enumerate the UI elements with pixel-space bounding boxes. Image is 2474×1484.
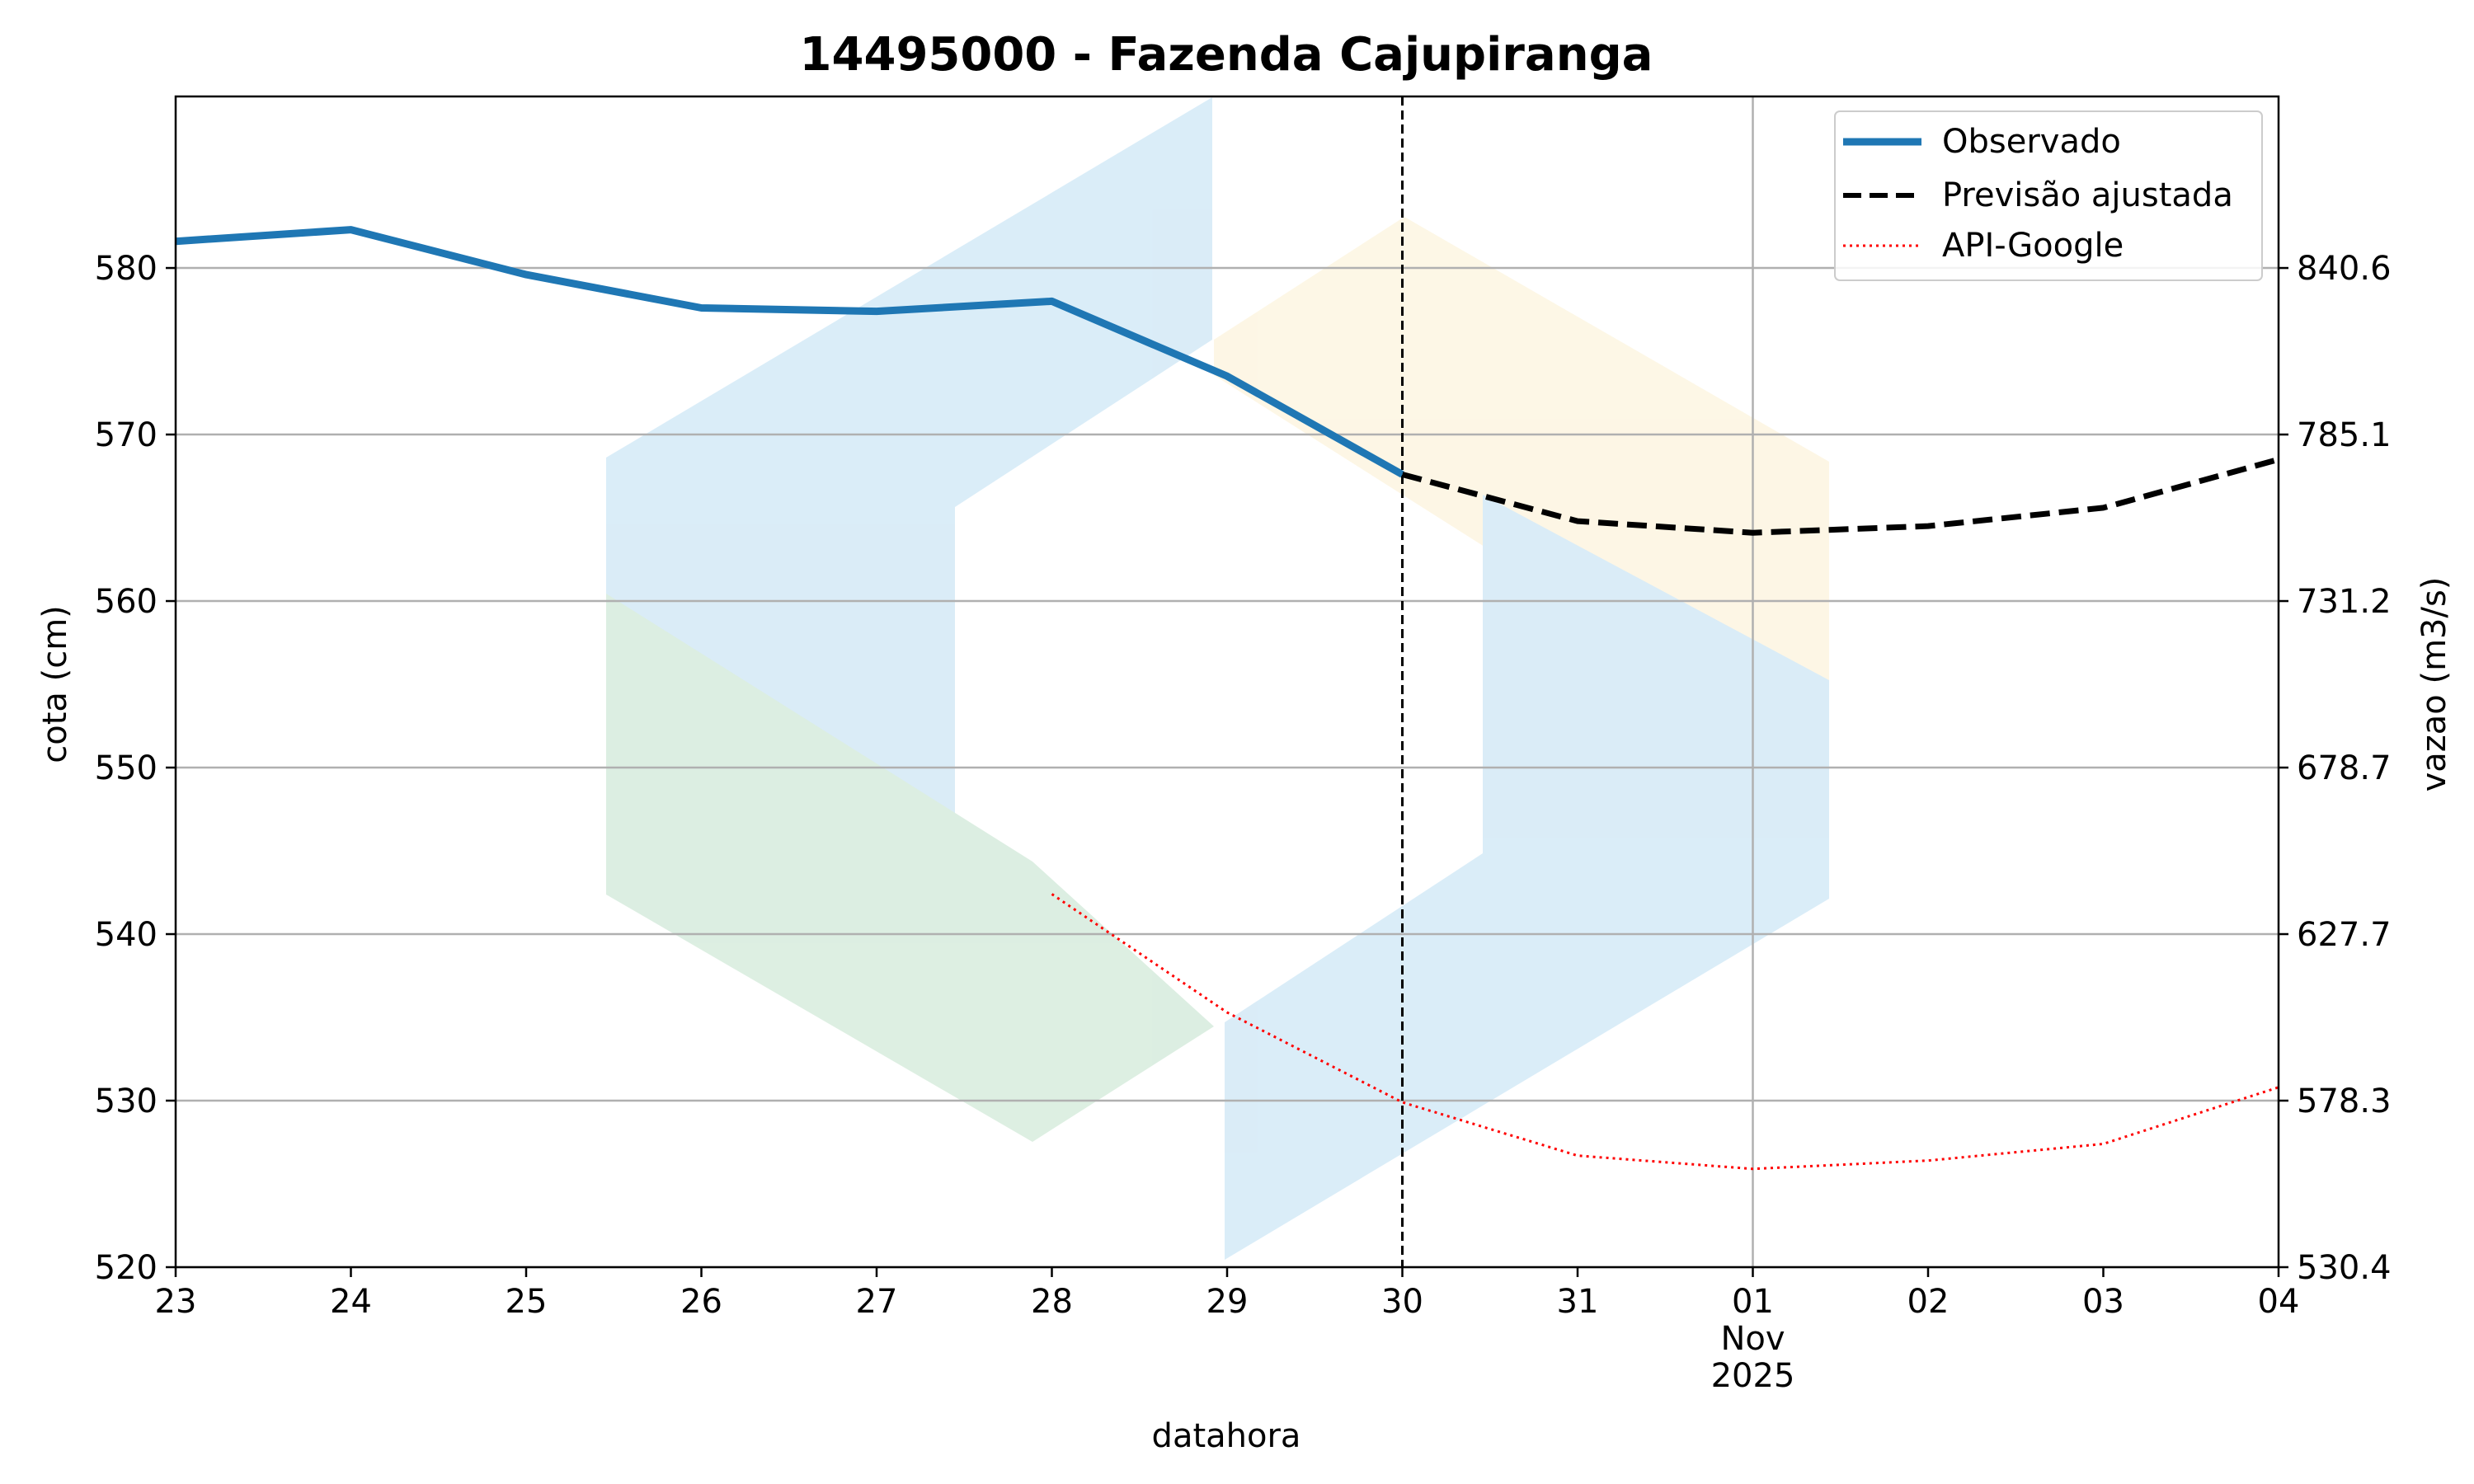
- legend-label-api-google: API-Google: [1942, 227, 2124, 265]
- series-line-2: [1051, 893, 2279, 1171]
- x-tick-label: 01: [1732, 1283, 1774, 1321]
- legend-box: [1834, 110, 2263, 281]
- y-tick-label: 570: [95, 416, 158, 454]
- x-tick-label: 24: [330, 1283, 372, 1321]
- series-line-0: [175, 226, 1404, 478]
- x-tick-label: 28: [1031, 1283, 1073, 1321]
- x-tick-label: 25: [506, 1283, 548, 1321]
- x-tick-year-label: 2025: [1711, 1357, 1795, 1395]
- y-tick-label: 540: [95, 916, 158, 954]
- x-tick-label: 02: [1907, 1283, 1950, 1321]
- legend-label-observado: Observado: [1942, 123, 2121, 161]
- y2-tick-label: 578.3: [2297, 1082, 2392, 1120]
- x-tick-label: 03: [2082, 1283, 2124, 1321]
- y-tick-label: 560: [95, 583, 158, 621]
- x-tick-label: 04: [2258, 1283, 2300, 1321]
- chart-title: 14495000 - Fazenda Cajupiranga: [800, 28, 1653, 82]
- y-axis-label: cota (cm): [36, 605, 74, 763]
- x-tick-label: 31: [1557, 1283, 1599, 1321]
- y2-tick-label: 530.4: [2297, 1249, 2392, 1287]
- x-tick-label: 29: [1206, 1283, 1249, 1321]
- y-tick-label: 580: [95, 250, 158, 288]
- y2-axis-label: vazao (m3/s): [2415, 577, 2453, 792]
- series-layer: [175, 226, 2279, 1171]
- y-axis-right: 530.4 578.3 627.7 678.7 731.2 785.1 840.6: [2279, 250, 2392, 1287]
- x-tick-label: 23: [155, 1283, 197, 1321]
- series-line-1: [1401, 456, 2279, 536]
- y-tick-label: 530: [95, 1082, 158, 1120]
- legend-label-previsao: Previsão ajustada: [1942, 176, 2233, 214]
- y-tick-label: 550: [95, 749, 158, 787]
- watermark-logo: [606, 97, 1829, 1260]
- x-tick-month-label: Nov: [1720, 1320, 1785, 1358]
- y2-tick-label: 731.2: [2297, 583, 2392, 621]
- y2-tick-label: 785.1: [2297, 416, 2392, 454]
- y-axis-left: 520 530 540 550 560 570 580: [95, 250, 176, 1287]
- x-tick-label: 30: [1381, 1283, 1423, 1321]
- x-axis-label: datahora: [1152, 1417, 1301, 1455]
- x-tick-label: 27: [856, 1283, 898, 1321]
- y2-tick-label: 840.6: [2297, 250, 2392, 288]
- legend: Observado Previsão ajustada API-Google: [1834, 110, 2263, 281]
- y2-tick-label: 627.7: [2297, 916, 2392, 954]
- y2-tick-label: 678.7: [2297, 749, 2392, 787]
- x-tick-label: 26: [680, 1283, 722, 1321]
- y-tick-label: 520: [95, 1249, 158, 1287]
